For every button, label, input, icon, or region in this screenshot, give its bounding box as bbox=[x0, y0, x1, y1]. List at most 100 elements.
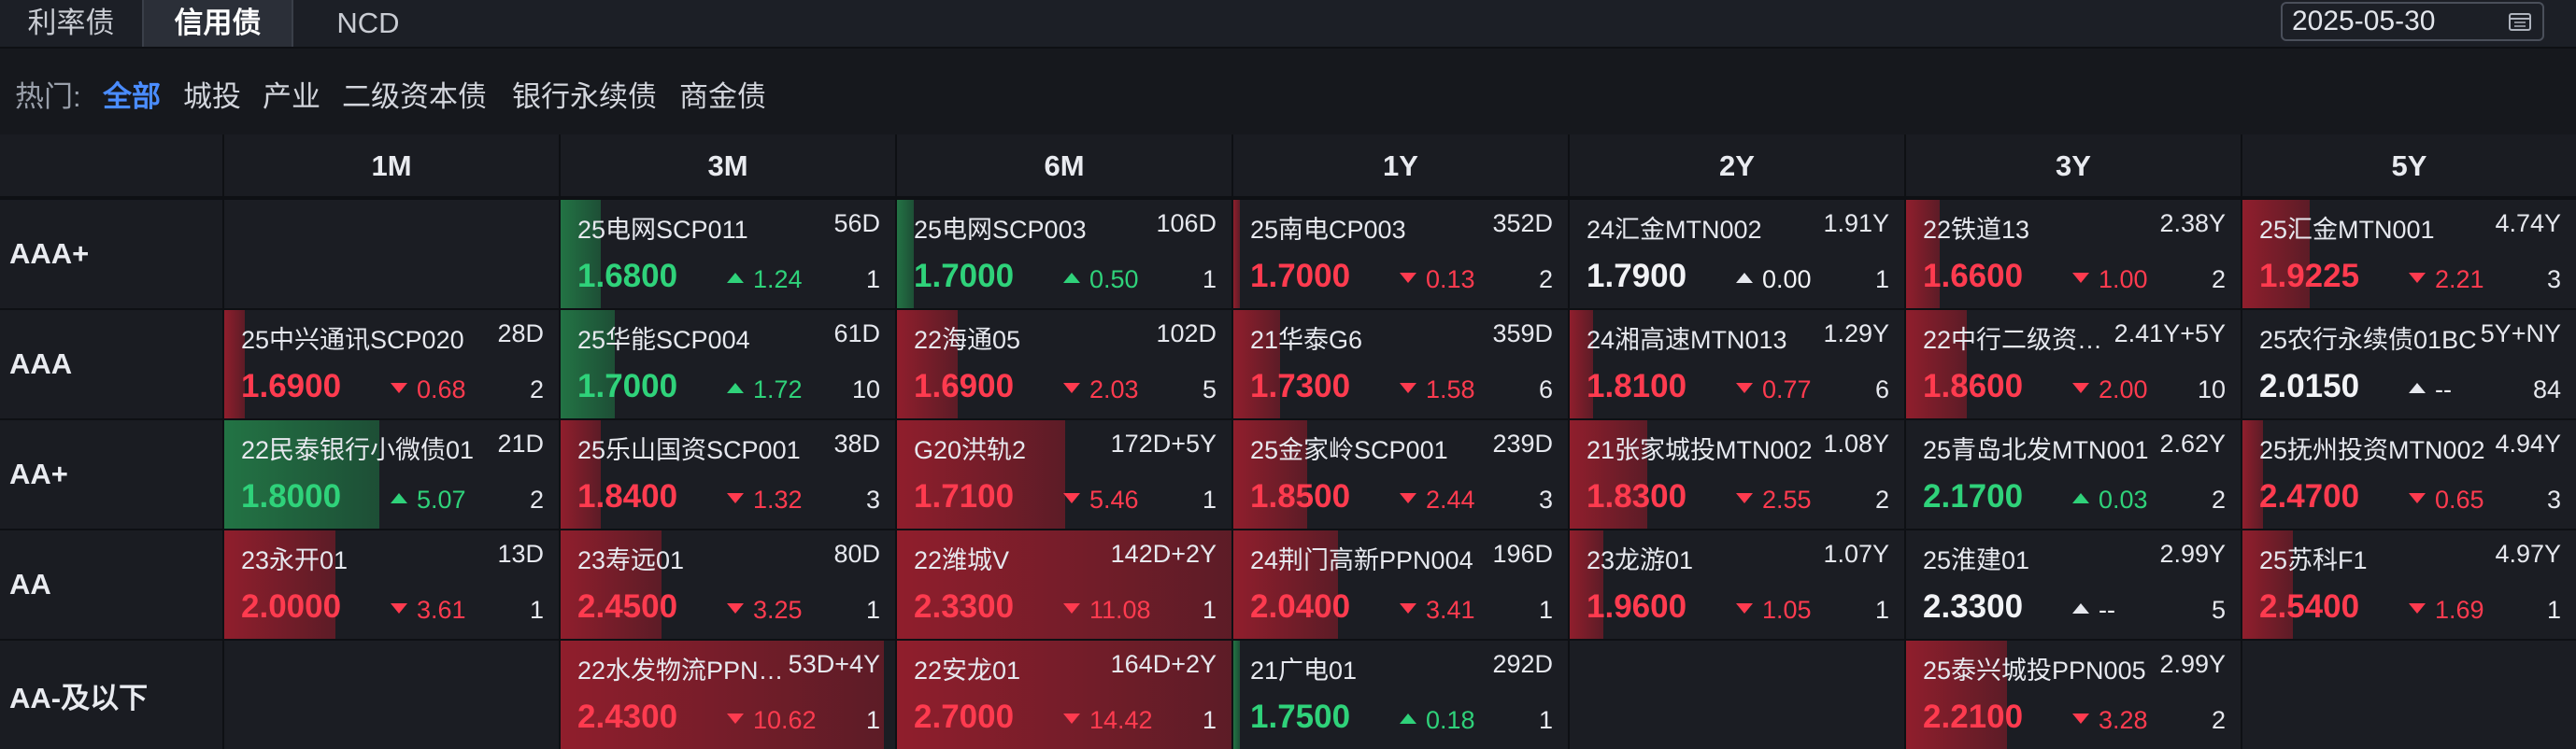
bond-name[interactable]: 25金家岭SCP001 bbox=[1250, 436, 1448, 464]
trade-count: 5 bbox=[1202, 375, 1217, 403]
bond-name[interactable]: 25华能SCP004 bbox=[577, 326, 750, 354]
bond-cell[interactable]: 25苏科F1 4.97Y 2.5400 1.69 1 bbox=[2241, 529, 2576, 639]
bond-name[interactable]: 22安龙01 bbox=[914, 657, 1021, 685]
bond-remaining-term: 4.94Y bbox=[2495, 430, 2561, 458]
bond-cell[interactable]: 25中兴通讯SCP020 28D 1.6900 0.68 2 bbox=[222, 308, 559, 418]
bond-cell[interactable]: 25金家岭SCP001 239D 1.8500 2.44 3 bbox=[1231, 418, 1568, 529]
yield-change: 3.28 bbox=[2072, 706, 2148, 735]
hot-label: 热门: bbox=[15, 80, 81, 113]
bond-cell[interactable]: 21张家城投MTN002 1.08Y 1.8300 2.55 2 bbox=[1568, 418, 1904, 529]
bond-cell[interactable]: 21华泰G6 359D 1.7300 1.58 6 bbox=[1231, 308, 1568, 418]
bond-name[interactable]: 25中兴通讯SCP020 bbox=[241, 326, 464, 354]
bond-name[interactable]: 23龙游01 bbox=[1587, 546, 1694, 574]
bond-cell[interactable]: 23永开01 13D 2.0000 3.61 1 bbox=[222, 529, 559, 639]
bond-name[interactable]: 22潍城V bbox=[914, 546, 1010, 574]
bond-remaining-term: 1.91Y bbox=[1823, 209, 1889, 237]
yield-change: 2.44 bbox=[1400, 486, 1475, 515]
bond-cell[interactable]: 25青岛北发MTN001 2.62Y 2.1700 0.03 2 bbox=[1904, 418, 2241, 529]
term-header-2y[interactable]: 2Y bbox=[1568, 134, 1904, 198]
term-header-1y[interactable]: 1Y bbox=[1231, 134, 1568, 198]
bond-cell[interactable]: 25华能SCP004 61D 1.7000 1.72 10 bbox=[559, 308, 895, 418]
bond-name[interactable]: 25苏科F1 bbox=[2259, 546, 2368, 574]
arrow-down-icon bbox=[727, 714, 744, 725]
bond-remaining-term: 4.74Y bbox=[2495, 209, 2561, 237]
bond-cell[interactable]: 24荆门高新PPN004 196D 2.0400 3.41 1 bbox=[1231, 529, 1568, 639]
bond-name[interactable]: 23永开01 bbox=[241, 546, 349, 574]
term-header-6m[interactable]: 6M bbox=[895, 134, 1231, 198]
calendar-icon[interactable] bbox=[2509, 12, 2531, 31]
bond-cell[interactable]: 25南电CP003 352D 1.7000 0.13 2 bbox=[1231, 198, 1568, 308]
bond-yield: 2.2100 bbox=[1923, 699, 2024, 735]
bond-name[interactable]: 21张家城投MTN002 bbox=[1587, 436, 1813, 464]
bond-cell[interactable]: 25淮建01 2.99Y 2.3300 -- 5 bbox=[1904, 529, 2241, 639]
bond-name[interactable]: 25农行永续债01BC bbox=[2259, 326, 2477, 354]
term-header-1m[interactable]: 1M bbox=[222, 134, 559, 198]
date-picker[interactable]: 2025-05-30 bbox=[2281, 2, 2544, 41]
bond-yield: 2.3300 bbox=[914, 588, 1015, 625]
bond-name[interactable]: 24汇金MTN002 bbox=[1587, 216, 1762, 244]
bond-cell[interactable]: 22铁道13 2.38Y 1.6600 1.00 2 bbox=[1904, 198, 2241, 308]
yield-change-value: 3.41 bbox=[1426, 596, 1475, 624]
bond-cell[interactable]: 22海通05 102D 1.6900 2.03 5 bbox=[895, 308, 1231, 418]
filter-chip-chengtou[interactable]: 城投 bbox=[183, 80, 241, 113]
bond-cell[interactable]: 25汇金MTN001 4.74Y 1.9225 2.21 3 bbox=[2241, 198, 2576, 308]
bond-name[interactable]: 25汇金MTN001 bbox=[2259, 216, 2435, 244]
tab-credit-bonds[interactable]: 信用债 bbox=[142, 0, 293, 47]
bond-name[interactable]: 24湘高速MTN013 bbox=[1587, 326, 1787, 354]
bond-cell[interactable]: 22中行二级资… 2.41Y+5Y 1.8600 2.00 10 bbox=[1904, 308, 2241, 418]
bond-cell[interactable]: 23寿远01 80D 2.4500 3.25 1 bbox=[559, 529, 895, 639]
bond-name[interactable]: 22民泰银行小微债01 bbox=[241, 436, 475, 464]
arrow-up-icon bbox=[391, 493, 407, 504]
bond-cell[interactable]: 24湘高速MTN013 1.29Y 1.8100 0.77 6 bbox=[1568, 308, 1904, 418]
bond-name[interactable]: 21广电01 bbox=[1250, 657, 1358, 685]
yield-change-value: 1.72 bbox=[753, 375, 803, 403]
bond-cell[interactable]: 25电网SCP003 106D 1.7000 0.50 1 bbox=[895, 198, 1231, 308]
bond-name[interactable]: 25抚州投资MTN002 bbox=[2259, 436, 2485, 464]
bond-cell[interactable]: 22潍城V 142D+2Y 2.3300 11.08 1 bbox=[895, 529, 1231, 639]
term-header-5y[interactable]: 5Y bbox=[2241, 134, 2576, 198]
term-header-3y[interactable]: 3Y bbox=[1904, 134, 2241, 198]
filter-chip-commercial-finance[interactable]: 商金债 bbox=[679, 80, 766, 113]
bond-cell[interactable]: 25乐山国资SCP001 38D 1.8400 1.32 3 bbox=[559, 418, 895, 529]
bond-name[interactable]: 23寿远01 bbox=[577, 546, 685, 574]
bond-cell[interactable]: 22水发物流PPN… 53D+4Y 2.4300 10.62 1 bbox=[559, 639, 895, 749]
bond-name[interactable]: 22铁道13 bbox=[1923, 216, 2030, 244]
yield-change: 0.03 bbox=[2072, 486, 2148, 515]
bond-yield: 1.8600 bbox=[1923, 368, 2024, 404]
bond-cell[interactable]: 25抚州投资MTN002 4.94Y 2.4700 0.65 3 bbox=[2241, 418, 2576, 529]
bond-name[interactable]: 22海通05 bbox=[914, 326, 1021, 354]
tab-rate-bonds[interactable]: 利率债 bbox=[27, 7, 115, 39]
filter-chip-tier2-capital[interactable]: 二级资本债 bbox=[342, 80, 487, 113]
bond-name[interactable]: 25淮建01 bbox=[1923, 546, 2030, 574]
yield-change: 11.08 bbox=[1063, 596, 1151, 625]
change-heat-bar bbox=[1570, 530, 1603, 639]
bond-name[interactable]: 22水发物流PPN… bbox=[577, 657, 784, 685]
bond-cell[interactable]: 24汇金MTN002 1.91Y 1.7900 0.00 1 bbox=[1568, 198, 1904, 308]
bond-cell[interactable]: G20洪轨2 172D+5Y 1.7100 5.46 1 bbox=[895, 418, 1231, 529]
yield-change-value: 1.05 bbox=[1762, 596, 1812, 624]
bond-name[interactable]: 25电网SCP003 bbox=[914, 216, 1087, 244]
bond-yield: 1.9600 bbox=[1587, 588, 1687, 625]
tab-ncd[interactable]: NCD bbox=[336, 7, 400, 39]
bond-cell[interactable]: 22安龙01 164D+2Y 2.7000 14.42 1 bbox=[895, 639, 1231, 749]
bond-name[interactable]: 25南电CP003 bbox=[1250, 216, 1406, 244]
bond-cell[interactable]: 22民泰银行小微债01 21D 1.8000 5.07 2 bbox=[222, 418, 559, 529]
bond-cell[interactable]: 25电网SCP011 56D 1.6800 1.24 1 bbox=[559, 198, 895, 308]
bond-name[interactable]: G20洪轨2 bbox=[914, 436, 1027, 464]
bond-name[interactable]: 25乐山国资SCP001 bbox=[577, 436, 801, 464]
bond-cell[interactable]: 21广电01 292D 1.7500 0.18 1 bbox=[1231, 639, 1568, 749]
bond-name[interactable]: 21华泰G6 bbox=[1250, 326, 1363, 354]
bond-cell[interactable]: 23龙游01 1.07Y 1.9600 1.05 1 bbox=[1568, 529, 1904, 639]
filter-chip-all[interactable]: 全部 bbox=[103, 80, 161, 113]
term-header-3m[interactable]: 3M bbox=[559, 134, 895, 198]
bond-name[interactable]: 22中行二级资… bbox=[1923, 326, 2103, 354]
bond-name[interactable]: 25青岛北发MTN001 bbox=[1923, 436, 2149, 464]
change-heat-bar bbox=[1233, 310, 1280, 418]
bond-name[interactable]: 24荆门高新PPN004 bbox=[1250, 546, 1473, 574]
bond-cell[interactable]: 25泰兴城投PPN005 2.99Y 2.2100 3.28 2 bbox=[1904, 639, 2241, 749]
bond-name[interactable]: 25泰兴城投PPN005 bbox=[1923, 657, 2146, 685]
bond-name[interactable]: 25电网SCP011 bbox=[577, 216, 748, 244]
filter-chip-industry[interactable]: 产业 bbox=[263, 80, 320, 113]
bond-cell[interactable]: 25农行永续债01BC 5Y+NY 2.0150 -- 84 bbox=[2241, 308, 2576, 418]
filter-chip-bank-perpetual[interactable]: 银行永续债 bbox=[512, 80, 657, 113]
